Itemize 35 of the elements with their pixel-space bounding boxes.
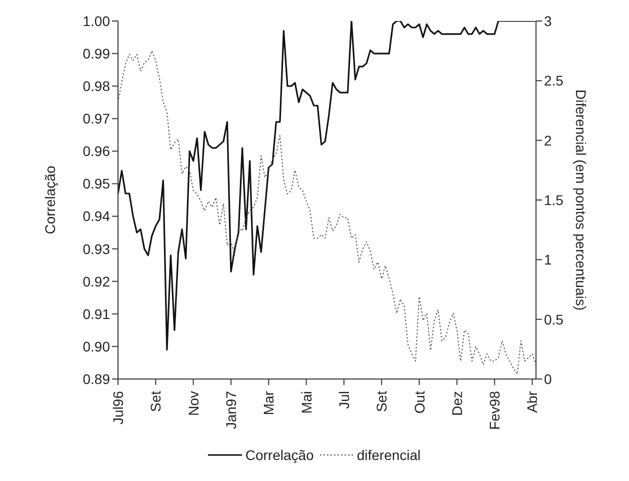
y-axis-title: Correlação (42, 166, 58, 234)
x-tick-label: Abr (524, 390, 540, 413)
y-tick-label: 0.94 (82, 208, 110, 224)
x-tick-label: Jul (336, 391, 352, 409)
x-tick-label: Jul96 (110, 390, 126, 424)
y-tick-label: 0.95 (82, 176, 110, 192)
x-tick-label: Set (374, 390, 390, 412)
y2-tick-label: 0 (544, 370, 552, 387)
y-tick-label: 0.90 (82, 338, 110, 354)
x-tick-label: Mar (260, 390, 277, 416)
x-tick-label: Nov (185, 391, 202, 416)
y-tick-label: 0.99 (82, 46, 110, 62)
y2-tick-label: 0.5 (544, 311, 564, 328)
x-tick-label: Dez (448, 391, 465, 416)
y-tick-label: 0.89 (82, 370, 110, 387)
x-tick-label: Fev98 (486, 390, 503, 430)
y-tick-label: 0.93 (82, 240, 110, 257)
y2-tick-label: 2.5 (544, 72, 564, 89)
y2-tick-label: 1.5 (544, 192, 564, 208)
y2-tick-label: 1 (544, 252, 552, 268)
x-tick-label: Jan97 (222, 390, 239, 430)
y2-axis-title: Diferencial (em pontos percentuais) (573, 90, 590, 310)
x-tick-label: Set (148, 390, 164, 412)
x-tick-label: Mai (298, 391, 314, 414)
legend-label: Correlação (244, 447, 314, 463)
y-tick-label: 1.00 (82, 12, 110, 29)
y-tick-label: 0.92 (82, 273, 110, 290)
y2-tick-label: 2 (544, 132, 552, 148)
y-tick-label: 0.97 (82, 110, 110, 127)
legend-label: diferencial (356, 447, 421, 463)
y-tick-label: 0.98 (82, 78, 110, 94)
y-tick-label: 0.91 (82, 306, 110, 322)
y-tick-label: 0.96 (82, 143, 110, 160)
x-tick-label: Out (411, 390, 428, 414)
y2-tick-label: 3 (544, 12, 552, 29)
